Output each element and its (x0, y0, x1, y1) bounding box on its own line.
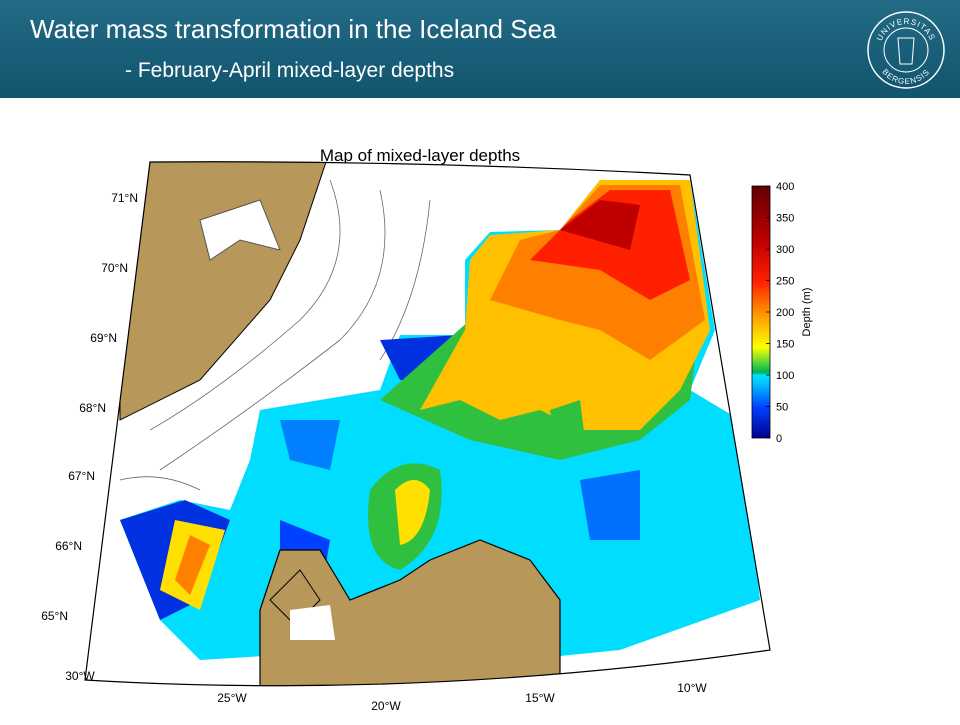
colorbar-tick-label: 100 (776, 370, 794, 382)
colorbar-tick-label: 200 (776, 307, 794, 319)
lat-label: 67°N (68, 469, 95, 483)
colorbar-tick-label: 0 (776, 433, 782, 445)
colorbar-tick-label: 350 (776, 213, 794, 225)
lat-label: 70°N (101, 261, 128, 275)
lon-label: 15°W (525, 691, 555, 705)
lat-label: 71°N (111, 191, 138, 205)
lon-label: 25°W (217, 691, 247, 705)
lon-label: 30°W (65, 669, 95, 683)
header-band (0, 0, 960, 98)
colorbar-tick-label: 50 (776, 402, 788, 414)
colorbar-tick-label: 150 (776, 339, 794, 351)
colorbar-label: Depth (m) (801, 288, 813, 337)
lon-label: 10°W (677, 681, 707, 695)
colorbar-tick-label: 400 (776, 181, 794, 193)
map-frame (84, 161, 771, 687)
lat-label: 66°N (55, 539, 82, 553)
map (85, 161, 770, 686)
colorbar-tick-label: 250 (776, 276, 794, 288)
colorbar-tick-label: 300 (776, 244, 794, 256)
lat-label: 68°N (79, 401, 106, 415)
slide-title: Water mass transformation in the Iceland… (30, 14, 557, 44)
lon-label: 20°W (371, 699, 401, 713)
lat-label: 65°N (41, 609, 68, 623)
lat-label: 69°N (90, 331, 117, 345)
slide-subtitle: - February-April mixed-layer depths (125, 59, 454, 82)
map-title: Map of mixed-layer depths (320, 146, 520, 165)
